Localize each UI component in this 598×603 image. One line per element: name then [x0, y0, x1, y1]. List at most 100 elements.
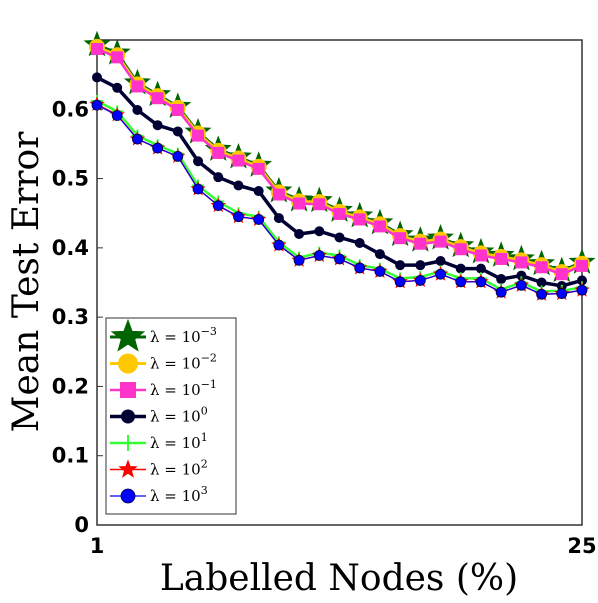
- data-point: [455, 276, 467, 288]
- data-point: [92, 72, 102, 83]
- legend-marker: [120, 382, 136, 398]
- x-axis-ticks: 1 25: [90, 519, 597, 558]
- data-point: [576, 259, 588, 272]
- data-point: [353, 213, 366, 226]
- data-point: [374, 249, 385, 260]
- data-point: [576, 284, 588, 296]
- y-tick-label: 0.6: [52, 97, 89, 121]
- legend-item: λ = 10−2: [110, 352, 217, 374]
- data-point: [131, 80, 144, 93]
- data-point: [111, 110, 123, 121]
- series-layer: [83, 30, 596, 301]
- data-point: [152, 142, 164, 154]
- data-point: [91, 43, 103, 56]
- y-tick-label: 0.5: [52, 167, 89, 191]
- data-point: [232, 154, 245, 167]
- data-point: [414, 275, 426, 286]
- y-axis-title: Mean Test Error: [6, 131, 47, 433]
- data-point: [132, 104, 143, 115]
- legend-label: λ = 102: [150, 458, 208, 479]
- legend: λ = 10−3 λ = 10−2 λ = 10−1 λ = 100 λ = 101 λ …: [105, 317, 237, 515]
- data-point: [172, 150, 184, 162]
- data-point: [475, 263, 486, 274]
- y-axis-ticks: 0 0.1 0.2 0.3 0.4 0.5 0.6: [52, 97, 103, 537]
- data-point: [112, 82, 123, 93]
- x-axis-title: Labelled Nodes (%): [160, 558, 518, 599]
- legend-item: λ = 10−3: [110, 318, 217, 352]
- data-point: [516, 270, 527, 281]
- data-point: [252, 162, 265, 175]
- data-point: [435, 256, 446, 267]
- legend-label: λ = 10−1: [150, 378, 217, 399]
- data-point: [212, 200, 224, 211]
- y-tick-label: 0.2: [52, 374, 89, 398]
- legend-label: λ = 10−2: [150, 352, 217, 373]
- data-point: [434, 235, 447, 248]
- data-point: [394, 232, 407, 245]
- data-point: [577, 275, 587, 286]
- data-point: [373, 220, 386, 233]
- series-2: [91, 43, 588, 281]
- data-point: [495, 252, 508, 265]
- plot-area: [83, 30, 596, 526]
- data-point: [193, 156, 204, 167]
- data-point: [233, 180, 244, 191]
- data-point: [192, 183, 204, 195]
- data-point: [212, 146, 225, 159]
- data-point: [455, 263, 466, 274]
- data-point: [515, 279, 527, 291]
- data-point: [555, 268, 568, 281]
- legend-label: λ = 101: [150, 431, 208, 452]
- data-point: [495, 286, 507, 298]
- legend-marker: [110, 318, 146, 352]
- y-tick-label: 0: [74, 513, 89, 537]
- data-point: [496, 274, 507, 285]
- data-point: [515, 256, 528, 269]
- data-point: [273, 239, 285, 251]
- data-point: [414, 237, 427, 250]
- x-tick-label: 25: [567, 534, 596, 558]
- data-point: [293, 197, 306, 210]
- data-point: [293, 254, 305, 266]
- data-point: [272, 188, 285, 201]
- data-point: [354, 262, 366, 274]
- data-point: [213, 172, 224, 183]
- data-point: [395, 260, 406, 271]
- x-tick-label: 1: [90, 534, 105, 558]
- data-point: [334, 253, 345, 265]
- legend-label: λ = 100: [150, 405, 208, 426]
- data-point: [151, 92, 164, 105]
- data-point: [233, 211, 244, 223]
- data-point: [474, 249, 487, 262]
- series-1: [89, 38, 590, 281]
- data-point: [374, 266, 386, 277]
- data-point: [172, 126, 183, 137]
- legend-marker: [118, 459, 138, 478]
- data-point: [192, 129, 205, 142]
- y-tick-label: 0.1: [52, 444, 89, 468]
- data-point: [334, 232, 345, 243]
- legend-marker: [121, 409, 135, 424]
- series-6: [91, 99, 588, 300]
- data-point: [556, 288, 568, 299]
- legend-item: λ = 10−1: [110, 378, 217, 399]
- series-4: [91, 94, 588, 298]
- data-point: [294, 229, 305, 239]
- data-point: [536, 277, 547, 288]
- legend-marker: [118, 353, 138, 374]
- data-point: [171, 103, 184, 116]
- data-point: [333, 207, 346, 220]
- data-point: [253, 186, 264, 197]
- legend-label: λ = 103: [150, 484, 208, 505]
- y-tick-label: 0.3: [52, 305, 89, 329]
- data-point: [152, 120, 163, 131]
- legend-label: λ = 10−3: [150, 325, 217, 346]
- data-point: [394, 276, 406, 288]
- data-point: [111, 51, 124, 64]
- data-point: [475, 276, 487, 288]
- legend-marker: [120, 488, 136, 504]
- data-point: [535, 261, 548, 274]
- data-point: [314, 226, 325, 237]
- data-point: [313, 250, 325, 261]
